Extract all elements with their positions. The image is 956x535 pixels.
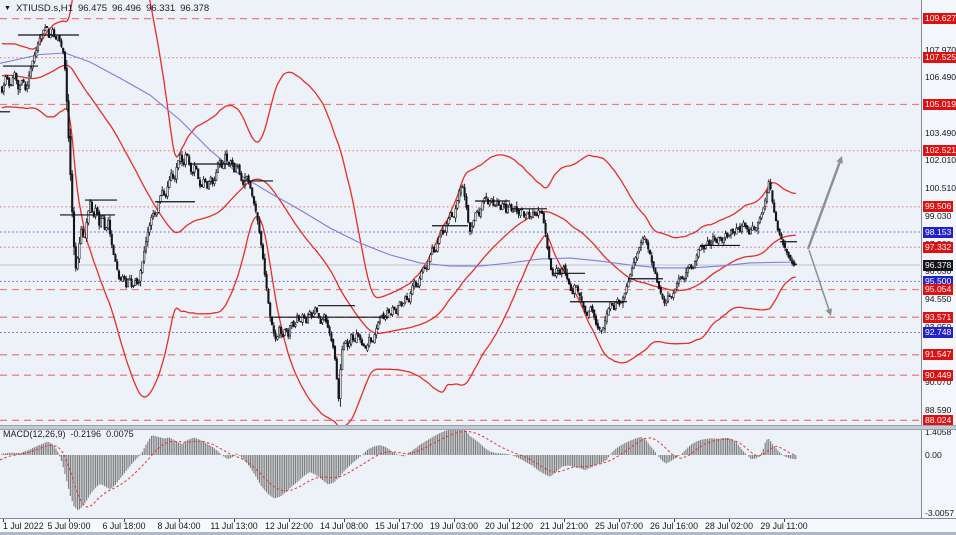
macd-canvas[interactable] [0, 428, 920, 518]
price-axis-tick: 96.030 [925, 266, 952, 277]
price-level-label: 95.054 [923, 284, 954, 296]
price-level-label: 102.521 [923, 145, 956, 157]
price-axis-tick: 102.010 [925, 155, 956, 166]
time-axis-label: 8 Jul 04:00 [157, 521, 201, 531]
price-level-label: 105.019 [923, 98, 956, 110]
time-axis-label: 26 Jul 16:00 [650, 521, 698, 531]
time-axis-label: 1 Jul 2022 [3, 521, 44, 531]
time-axis-tickmark [729, 519, 730, 522]
chart-menu-icon[interactable]: ▼ [4, 5, 11, 12]
time-axis-tickmark [69, 519, 70, 522]
price-axis[interactable]: 107.970 106.490 103.490 102.010 100.510 99.03… [921, 0, 956, 518]
current-price-label: 96.378 [923, 259, 954, 271]
candle-bodies [0, 26, 797, 400]
price-axis-tick: 88.590 [925, 404, 952, 415]
price-level-label: 90.449 [923, 369, 954, 381]
price-axis-tick: 99.030 [925, 210, 952, 221]
price-axis-tick: 100.510 [925, 183, 956, 194]
macd-indicator-label: MACD(12,26,9) -0.2196 0.0075 [3, 429, 134, 439]
time-axis[interactable]: 1 Jul 2022 5 Jul 09:00 6 Jul 18:00 8 Jul 04… [0, 518, 956, 532]
price-axis-tick: 94.550 [925, 293, 952, 304]
time-axis-label: 15 Jul 17:00 [375, 521, 423, 531]
macd-name: MACD(12,26,9) [3, 429, 66, 439]
macd-signal-line [0, 430, 796, 508]
macd-histogram [1, 428, 797, 511]
window-bottom-edge [0, 532, 956, 535]
time-axis-tickmark [399, 519, 400, 522]
time-axis-tickmark [509, 519, 510, 522]
time-axis-tickmark [289, 519, 290, 522]
time-axis-label: 12 Jul 22:00 [265, 521, 313, 531]
time-axis-label: 11 Jul 13:00 [210, 521, 258, 531]
price-axis-tick: 107.970 [925, 44, 956, 55]
price-level-label: 109.627 [923, 13, 956, 25]
ohlc-high: 96.496 [112, 3, 142, 14]
bollinger-upper-band[interactable] [1, 0, 796, 299]
slow-ma-line[interactable] [0, 52, 797, 269]
chart-title: ▼ XTIUSD.s,H1 96.475 96.496 96.331 96.37… [4, 3, 209, 14]
price-level-label: 88.024 [923, 414, 954, 426]
time-axis-label: 6 Jul 18:00 [102, 521, 146, 531]
time-axis-tickmark [454, 519, 455, 522]
time-axis-tickmark [234, 519, 235, 522]
price-level-label: 91.547 [923, 349, 954, 361]
macd-main-value: -0.2196 [70, 429, 102, 439]
macd-axis-tick: 0.00 [925, 450, 942, 460]
time-axis-label: 14 Jul 08:00 [320, 521, 368, 531]
time-axis-label: 19 Jul 03:00 [430, 521, 478, 531]
price-axis-tick: 93.050 [925, 322, 951, 332]
time-axis-label: 21 Jul 21:00 [540, 521, 588, 531]
time-axis-tickmark [674, 519, 675, 522]
price-level-label: 93.571 [923, 311, 954, 323]
price-axis-tick: 90.070 [925, 377, 952, 388]
price-level-label: 92.748 [923, 326, 954, 338]
time-axis-tickmark [344, 519, 345, 522]
macd-signal-value: 0.0075 [106, 429, 134, 439]
candle-wicks [1, 24, 797, 407]
ohlc-low: 96.331 [146, 3, 176, 14]
symbol-timeframe: XTIUSD.s,H1 [15, 3, 73, 14]
ohlc-close: 96.378 [180, 3, 210, 14]
price-level-label: 97.332 [923, 241, 954, 253]
time-axis-tickmark [619, 519, 620, 522]
time-axis-label: 5 Jul 09:00 [47, 521, 91, 531]
time-axis-tickmark [564, 519, 565, 522]
ohlc-open: 96.475 [77, 3, 108, 14]
bollinger-lower-band[interactable] [1, 106, 796, 425]
price-level-label: 98.153 [923, 226, 954, 238]
price-level-label: 107.525 [923, 52, 956, 64]
time-axis-label: 20 Jul 12:00 [485, 521, 533, 531]
macd-axis-tick: 1.4058 [925, 427, 952, 437]
time-axis-label: 28 Jul 02:00 [705, 521, 753, 531]
price-level-label: 99.506 [923, 201, 954, 213]
price-axis-tick: 103.490 [925, 127, 956, 138]
bollinger-middle-band[interactable] [1, 64, 796, 335]
price-level-label: 95.500 [923, 275, 954, 287]
time-axis-tickmark [784, 519, 785, 522]
time-axis-label: 25 Jul 07:00 [595, 521, 643, 531]
price-chart-canvas[interactable] [0, 0, 920, 425]
time-axis-label: 29 Jul 11:00 [760, 521, 808, 531]
trend-down-arrow[interactable] [808, 249, 833, 316]
time-axis-tickmark [3, 519, 4, 522]
price-axis-tick: 106.490 [925, 72, 956, 83]
macd-axis-tick: -3.0057 [925, 508, 955, 518]
panel-splitter[interactable] [0, 425, 956, 430]
trend-up-arrow[interactable] [806, 156, 843, 250]
time-axis-tickmark [179, 519, 180, 522]
time-axis-tickmark [124, 519, 125, 522]
